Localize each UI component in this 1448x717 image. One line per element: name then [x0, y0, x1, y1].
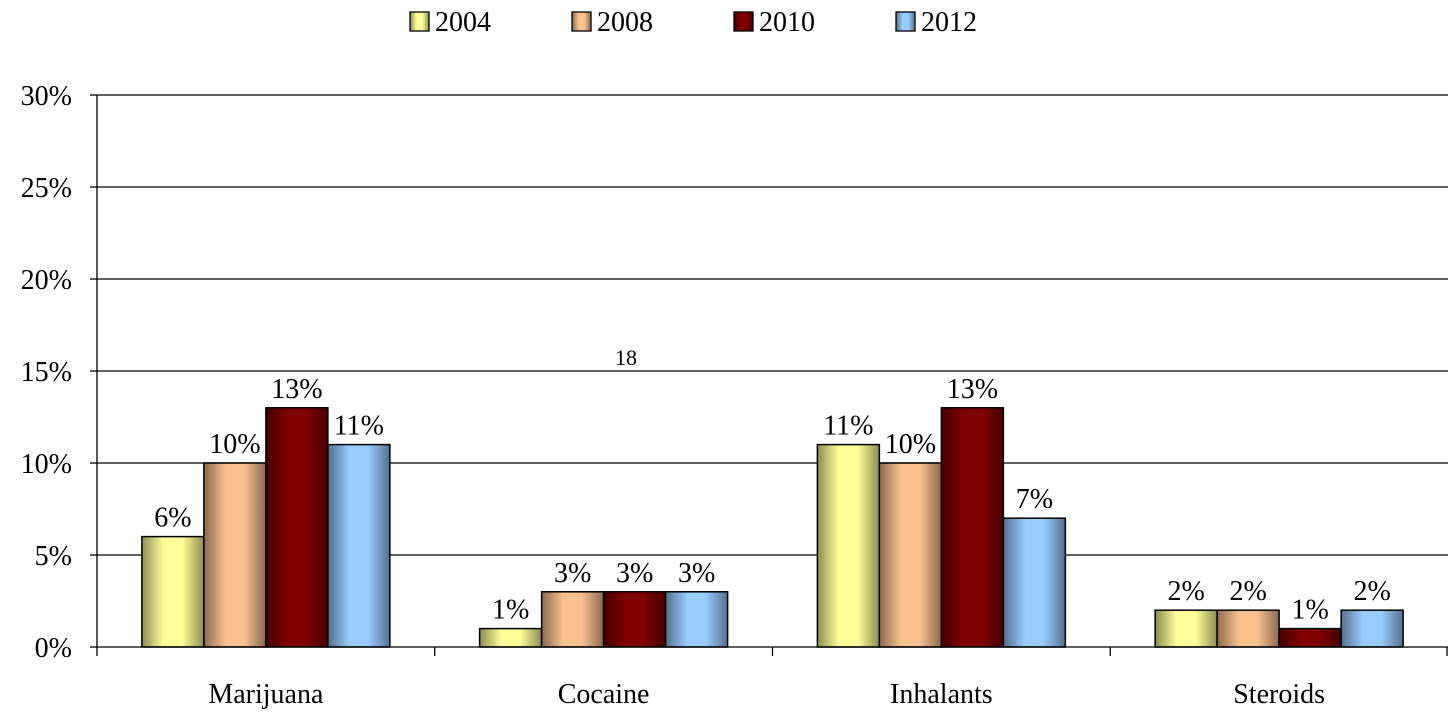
data-label: 11% — [823, 411, 873, 442]
legend-swatch — [733, 11, 754, 32]
x-category-label: Cocaine — [558, 679, 650, 710]
data-label: 6% — [154, 503, 191, 534]
y-tick-label: 15% — [21, 357, 72, 388]
data-label: 1% — [1291, 595, 1328, 626]
y-tick-label: 20% — [21, 265, 72, 296]
legend-swatch — [409, 11, 430, 32]
bar-steroids-2012 — [1340, 609, 1404, 648]
y-tick-label: 10% — [21, 449, 72, 480]
legend-label: 2012 — [921, 7, 977, 38]
data-label: 13% — [271, 374, 322, 405]
legend-label: 2004 — [435, 7, 491, 38]
y-axis: 0% 5% 10% 15% 20% 25% 30% — [21, 81, 98, 664]
bar-marijuana-2012 — [327, 443, 391, 648]
data-label: 2% — [1167, 576, 1204, 607]
legend-label: 2010 — [759, 7, 815, 38]
legend-swatch — [895, 11, 916, 32]
data-label: 3% — [554, 558, 591, 589]
x-category-label: Steroids — [1233, 679, 1325, 710]
legend: 2004 2008 2010 2012 — [409, 7, 977, 38]
chart-annotation: 18 — [615, 345, 637, 370]
x-axis: Marijuana Cocaine Inhalants Steroids — [96, 646, 1448, 710]
data-label: 10% — [209, 429, 260, 460]
bar-inhalants-2012 — [1002, 517, 1067, 648]
data-label: 11% — [334, 411, 384, 442]
bar-steroids-2004 — [1154, 609, 1218, 648]
bars — [141, 407, 1404, 648]
bar-cocaine-2010 — [602, 591, 667, 648]
data-label: 13% — [947, 374, 998, 405]
x-category-label: Inhalants — [890, 679, 993, 710]
data-labels: 6% 10% 13% 11% 1% 3% 3% 3% 11% 10% 13% 7% 2% 2% 1% 2% — [154, 374, 1391, 626]
bar-steroids-2008 — [1216, 609, 1280, 648]
data-label: 3% — [678, 558, 715, 589]
legend-swatch — [571, 11, 592, 32]
bar-cocaine-2008 — [540, 591, 605, 648]
data-label: 10% — [885, 429, 936, 460]
data-label: 2% — [1353, 576, 1390, 607]
bar-marijuana-2010 — [265, 407, 329, 648]
y-tick-label: 0% — [35, 633, 72, 664]
bar-inhalants-2010 — [940, 407, 1005, 648]
bar-cocaine-2004 — [478, 627, 543, 648]
data-label: 7% — [1016, 484, 1053, 515]
y-tick-label: 25% — [21, 173, 72, 204]
bar-steroids-2010 — [1278, 627, 1342, 648]
y-tick-label: 5% — [35, 541, 72, 572]
data-label: 2% — [1229, 576, 1266, 607]
x-category-label: Marijuana — [208, 679, 324, 710]
data-label: 3% — [616, 558, 653, 589]
bar-cocaine-2012 — [664, 591, 729, 648]
bar-marijuana-2004 — [141, 535, 205, 648]
y-tick-label: 30% — [21, 81, 72, 112]
legend-label: 2008 — [597, 7, 653, 38]
data-label: 1% — [492, 595, 529, 626]
bar-marijuana-2008 — [203, 462, 267, 648]
bar-inhalants-2008 — [878, 462, 943, 648]
bar-inhalants-2004 — [816, 443, 881, 648]
